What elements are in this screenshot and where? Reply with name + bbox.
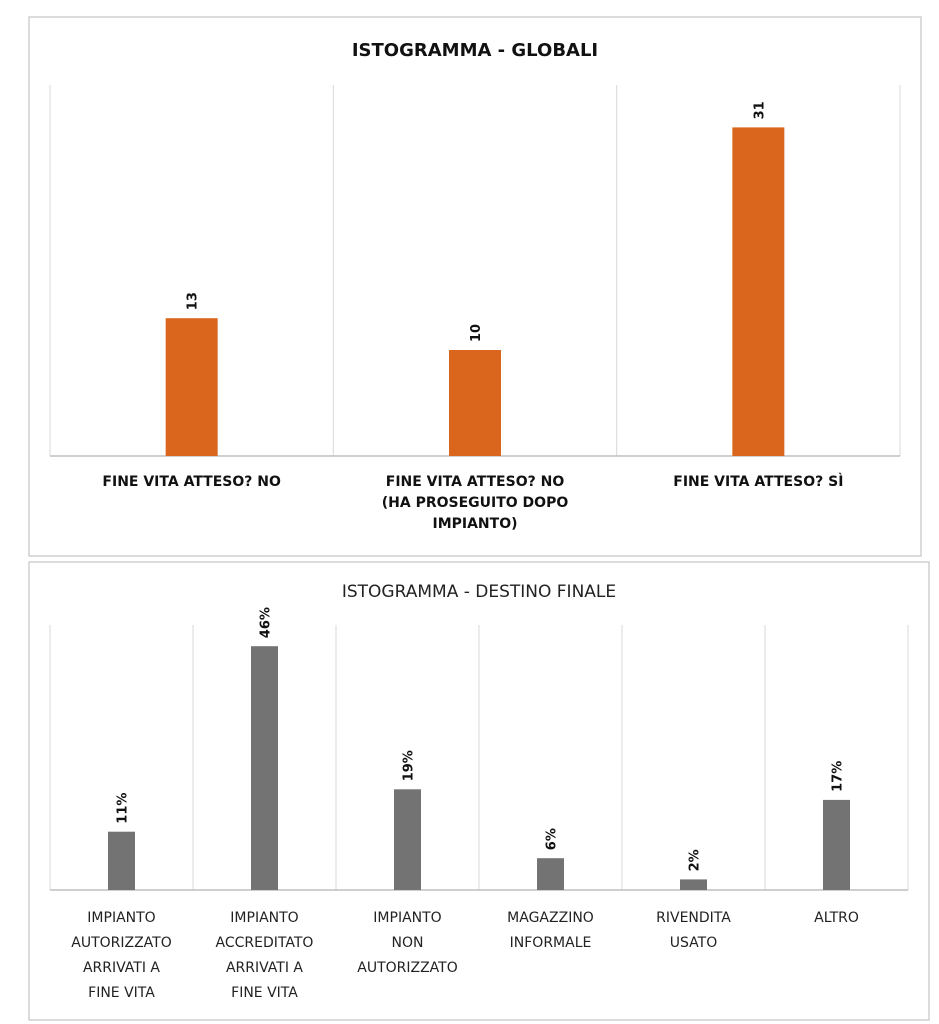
- chart-2-category-label: INFORMALE: [510, 935, 592, 951]
- chart-2-bar: [394, 789, 421, 890]
- chart-2-category-label: FINE VITA: [231, 985, 298, 1001]
- chart-2-category-label: FINE VITA: [88, 985, 155, 1001]
- chart-1-data-label: 31: [752, 101, 767, 119]
- chart-2-data-label: 17%: [831, 761, 846, 792]
- chart-2-category-label: AUTORIZZATO: [357, 960, 458, 976]
- chart-2-category-label: ALTRO: [814, 910, 859, 926]
- chart-2-bar: [108, 831, 135, 890]
- chart-1-category-label: (HA PROSEGUITO DOPO: [382, 495, 569, 511]
- chart-2-category-label: IMPIANTO: [230, 910, 298, 926]
- chart-2-category-label: NON: [392, 935, 424, 951]
- chart-2-category-label: ARRIVATI A: [226, 960, 303, 976]
- chart-2-bar: [823, 799, 850, 890]
- chart-2-data-label: 11%: [116, 793, 131, 824]
- chart-2-category-label: RIVENDITA: [656, 910, 731, 926]
- chart-1-data-label: 13: [186, 292, 201, 310]
- chart-1-title: ISTOGRAMMA - GLOBALI: [352, 40, 598, 61]
- chart-2-category-label: AUTORIZZATO: [71, 935, 172, 951]
- chart-2-category-label: USATO: [670, 935, 717, 951]
- chart-2-category-label: IMPIANTO: [87, 910, 155, 926]
- chart-1-category-label: FINE VITA ATTESO? NO: [386, 474, 565, 490]
- chart-2-bar: [251, 646, 278, 890]
- chart-1-category-label: FINE VITA ATTESO? NO: [102, 474, 281, 490]
- chart-1-bar: [732, 127, 785, 457]
- chart-2-category-label: IMPIANTO: [373, 910, 441, 926]
- chart-1-category-label: IMPIANTO): [432, 516, 517, 532]
- chart-2-title: ISTOGRAMMA - DESTINO FINALE: [342, 582, 616, 602]
- chart-1-category-label: FINE VITA ATTESO? SÌ: [673, 473, 843, 490]
- chart-1-bar: [449, 350, 501, 456]
- chart-2-data-label: 6%: [545, 828, 560, 850]
- chart-2-bar: [680, 879, 707, 890]
- chart-2-category-label: ARRIVATI A: [83, 960, 160, 976]
- chart-2-category-label: MAGAZZINO: [507, 910, 594, 926]
- chart-1-bar: [165, 318, 218, 456]
- chart-1-data-label: 10: [469, 324, 484, 342]
- chart-2-category-label: ACCREDITATO: [216, 935, 314, 951]
- chart-2-data-label: 2%: [688, 849, 703, 871]
- chart-2-bar: [537, 858, 564, 890]
- chart-2-data-label: 46%: [259, 607, 274, 638]
- chart-2-data-label: 19%: [402, 750, 417, 781]
